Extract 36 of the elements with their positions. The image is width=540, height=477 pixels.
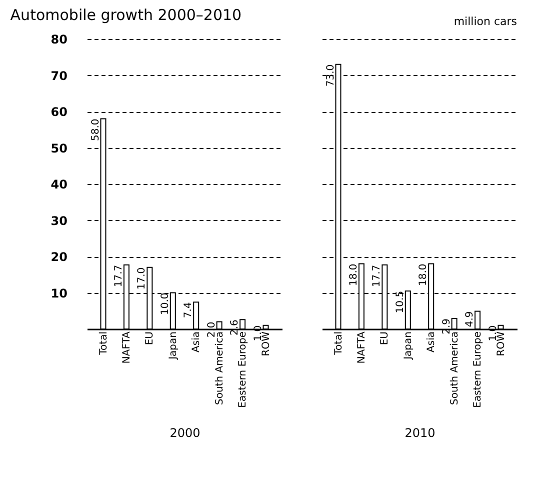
- x-tick-label: Japan: [402, 332, 414, 360]
- x-tick-label: Asia: [426, 332, 438, 352]
- data-label: 10.5: [394, 290, 406, 314]
- x-tick-label: Japan: [168, 332, 179, 360]
- data-label: 10.0: [160, 292, 171, 316]
- x-tick-label: South America: [449, 332, 460, 405]
- data-label: 18.0: [348, 264, 360, 286]
- y-tick-label: 30: [50, 214, 68, 228]
- y-tick-label: 80: [50, 32, 68, 46]
- x-axis-title: 2000: [170, 426, 200, 440]
- data-label: 7.4: [183, 302, 194, 318]
- y-tick-label: 10: [50, 286, 68, 300]
- x-tick-label: NAFTA: [356, 331, 368, 364]
- y-tick-label: 60: [50, 105, 68, 119]
- y-tick-label: 70: [50, 68, 68, 83]
- data-label: 18.0: [418, 264, 430, 286]
- x-tick-label: ROW: [260, 331, 272, 356]
- y-tick-label: 40: [50, 178, 68, 192]
- data-label: 17.7: [113, 264, 124, 288]
- x-tick-label: EU: [144, 332, 156, 346]
- data-label: 17.0: [136, 267, 148, 290]
- y-tick-label: 50: [50, 141, 68, 156]
- text: million cars: [454, 15, 518, 28]
- x-tick-label: Total: [333, 332, 344, 356]
- x-tick-label: Asia: [191, 332, 202, 352]
- y-tick-label: 20: [50, 250, 68, 264]
- x-tick-label: Eastern Europe: [472, 332, 484, 408]
- x-tick-label: EU: [380, 332, 391, 346]
- chart-title: Automobile growth 2000–2010: [10, 6, 242, 24]
- x-tick-label: NAFTA: [121, 331, 132, 364]
- data-label: 17.7: [372, 264, 383, 288]
- x-axis-title: 2010: [404, 426, 436, 440]
- data-label: 58.0: [90, 118, 102, 142]
- x-tick-label: Total: [98, 332, 110, 356]
- data-label: 4.9: [464, 311, 476, 328]
- x-tick-label: ROW: [496, 331, 507, 356]
